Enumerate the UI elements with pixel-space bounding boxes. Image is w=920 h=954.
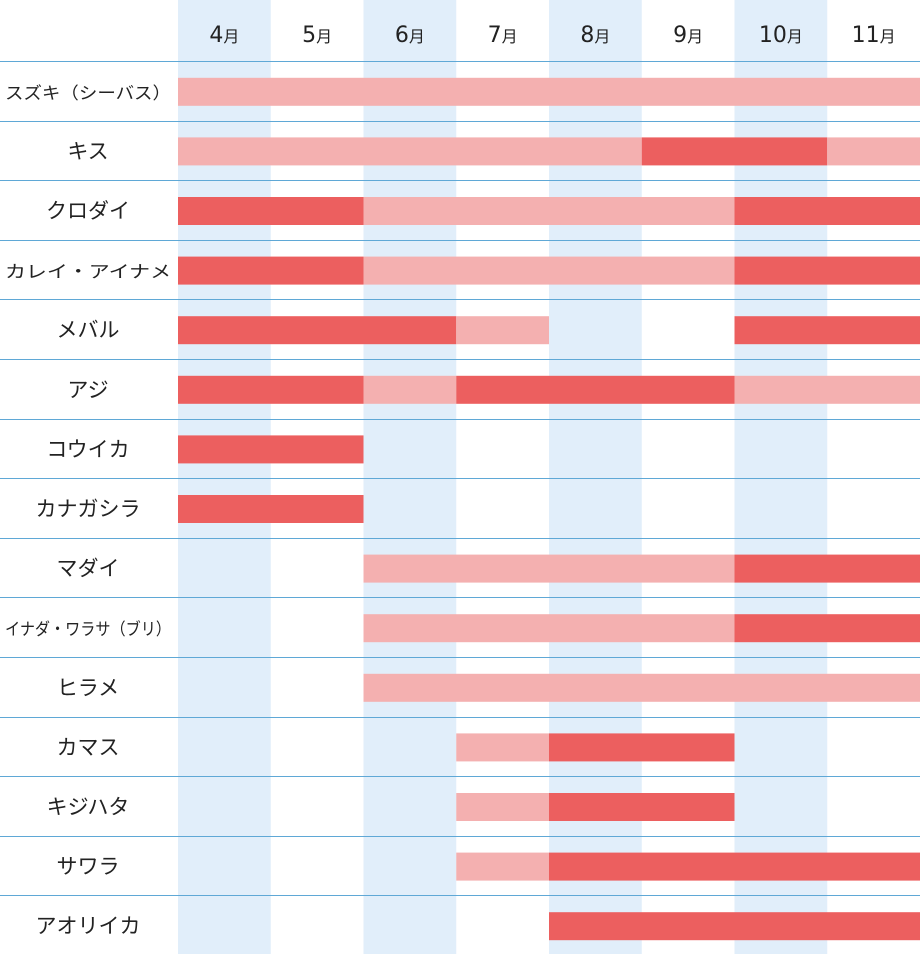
season-bar-13-2 (549, 793, 735, 821)
month-label-2: 5月 (302, 23, 332, 48)
season-bar-11-1 (363, 673, 920, 702)
fish-label-9: マダイ (57, 557, 120, 581)
fish-label-10: イナダ・ワラサ（ブリ） (5, 619, 171, 640)
fish-label-11: ヒラメ (57, 676, 119, 700)
season-bar-2-1 (178, 137, 642, 166)
fish-label-13: キジハタ (47, 795, 130, 819)
fish-label-8: カナガシラ (36, 497, 141, 521)
season-bar-14-2 (549, 852, 920, 881)
season-bar-4-2 (363, 256, 735, 285)
month-label-7: 10月 (759, 23, 803, 48)
season-bar-4-3 (734, 256, 920, 285)
season-bar-14-1 (456, 852, 549, 881)
row-grid-lines (0, 61, 920, 896)
season-bar-5-2 (456, 316, 549, 345)
season-bar-12-2 (549, 733, 735, 762)
fish-label-7: コウイカ (46, 437, 129, 461)
fish-label-4: カレイ・アイナメ (5, 263, 171, 283)
season-bar-10-2 (734, 614, 920, 643)
season-bar-7-1 (178, 435, 364, 464)
season-bar-5-3 (734, 316, 920, 345)
month-header: 4月 5月 6月 7月 8月 9月 10月 11月 (209, 23, 895, 48)
season-bar-1-1 (178, 77, 920, 106)
season-bar-4-1 (178, 256, 364, 285)
month-label-8: 11月 (852, 23, 896, 48)
season-bar-9-1 (363, 554, 735, 583)
fish-label-2: キス (67, 139, 108, 163)
fish-label-1: スズキ（シーバス） (5, 84, 171, 104)
month-label-1: 4月 (209, 23, 239, 48)
fish-label-6: アジ (67, 378, 108, 402)
season-bar-6-2 (363, 375, 457, 404)
month-label-3: 6月 (395, 23, 425, 48)
season-bars (178, 77, 920, 941)
season-bar-6-3 (456, 375, 735, 404)
fish-labels: スズキ（シーバス） キスクロダイカレイ・アイナメメバルアジコウイカカナガシラマダイ… (5, 84, 171, 938)
season-bar-8-1 (178, 495, 364, 523)
fish-label-14: サワラ (57, 855, 120, 879)
season-bar-3-1 (178, 197, 364, 225)
fish-label-5: メバル (57, 318, 120, 342)
fish-label-12: カマス (57, 735, 120, 759)
month-label-6: 9月 (673, 23, 703, 48)
season-bar-2-3 (827, 137, 920, 166)
fish-label-3: クロダイ (46, 199, 130, 223)
season-bar-2-2 (641, 137, 828, 166)
fish-label-15: アオリイカ (36, 914, 141, 938)
season-bar-12-1 (456, 733, 549, 762)
season-bar-15-1 (549, 912, 920, 941)
season-bar-3-2 (363, 197, 735, 225)
season-bar-6-1 (178, 375, 364, 404)
season-bar-5-1 (178, 316, 457, 345)
season-bar-9-2 (734, 554, 920, 583)
season-bar-10-1 (363, 614, 735, 643)
season-bar-13-1 (456, 793, 549, 821)
season-bar-6-4 (734, 375, 920, 404)
month-label-4: 7月 (488, 23, 518, 48)
month-label-5: 8月 (580, 23, 610, 48)
season-bar-3-3 (734, 197, 920, 225)
